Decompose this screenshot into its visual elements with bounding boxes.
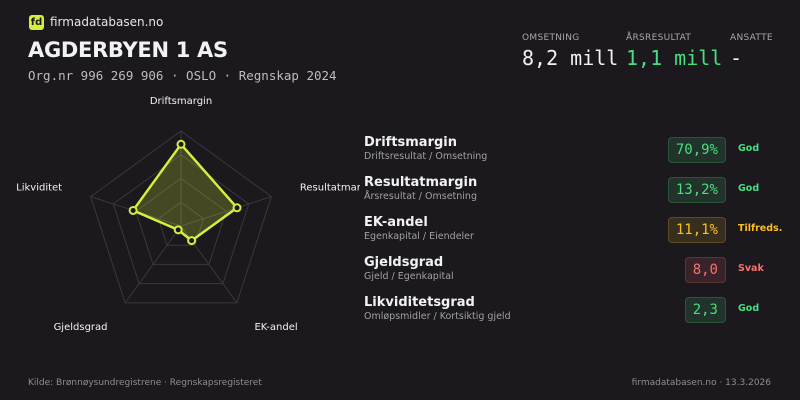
stat-label: OMSETNING: [522, 33, 580, 43]
spoke: [180, 196, 272, 227]
site-name: firmadatabasen.no: [50, 15, 164, 29]
ratio-formula: Egenkapital / Eiendeler: [364, 231, 474, 242]
stat-label: ANSATTE: [730, 33, 773, 43]
ratio-status: God: [738, 183, 760, 194]
ratio-formula: Årsresultat / Omsetning: [364, 191, 477, 202]
ratio-value: 70,9%: [667, 137, 726, 163]
spoke: [124, 225, 182, 304]
ratio-name: Resultatmargin: [364, 175, 478, 190]
company-subtitle: Org.nr 996 269 906 · OSLO · Regnskap 202…: [28, 68, 337, 83]
axis-label: Likviditet: [16, 182, 62, 193]
ratio-name: Likviditetsgrad: [364, 295, 475, 310]
ratio-status: God: [738, 303, 760, 314]
ratio-formula: Gjeld / Egenkapital: [364, 271, 454, 282]
stat-label: ÅRSRESULTAT: [626, 33, 692, 43]
axis-label: Resultatmargin: [300, 182, 360, 193]
grid-ring: [135, 177, 227, 265]
axis-label: Driftsmargin: [150, 96, 212, 107]
stat-value: -: [730, 46, 743, 70]
data-area: [131, 143, 239, 242]
axis-label: Gjeldsgrad: [54, 322, 108, 333]
stat-value: 1,1 mill: [626, 46, 723, 70]
ratio-name: Gjeldsgrad: [364, 255, 444, 270]
footer-source: Kilde: Brønnøysundregistrene · Regnskaps…: [28, 378, 262, 388]
data-point: [176, 139, 186, 149]
data-point: [187, 236, 197, 246]
axis-label: EK-andel: [254, 322, 297, 333]
radar-chart: Driftsmargin Resultatmargin EK-andel Gjelds…: [16, 96, 360, 333]
ratio-value: 8,0: [684, 257, 726, 283]
ratio-name: EK-andel: [364, 215, 428, 230]
ratio-formula: Driftsresultat / Omsetning: [364, 151, 488, 162]
data-point: [232, 203, 242, 213]
stat-value: 8,2 mill: [522, 46, 619, 70]
ratio-name: Driftsmargin: [364, 135, 458, 150]
ratio-formula: Omløpsmidler / Kortsiktig gjeld: [364, 311, 511, 322]
ratio-value: 2,3: [684, 297, 726, 323]
grid-ring: [112, 154, 250, 285]
company-title: AGDERBYEN 1 AS: [28, 38, 228, 62]
logo: fd: [29, 15, 44, 30]
data-point: [173, 225, 183, 235]
ratio-status: Svak: [738, 263, 764, 274]
ratio-status: God: [738, 143, 760, 154]
ratio-status: Tilfreds.: [738, 223, 783, 234]
ratio-value: 13,2%: [667, 177, 726, 203]
data-point: [128, 205, 138, 215]
footer-site-date: firmadatabasen.no · 13.3.2026: [631, 378, 771, 388]
grid-ring: [90, 130, 272, 304]
grid-ring: [157, 201, 205, 246]
ratio-value: 11,1%: [667, 217, 726, 243]
